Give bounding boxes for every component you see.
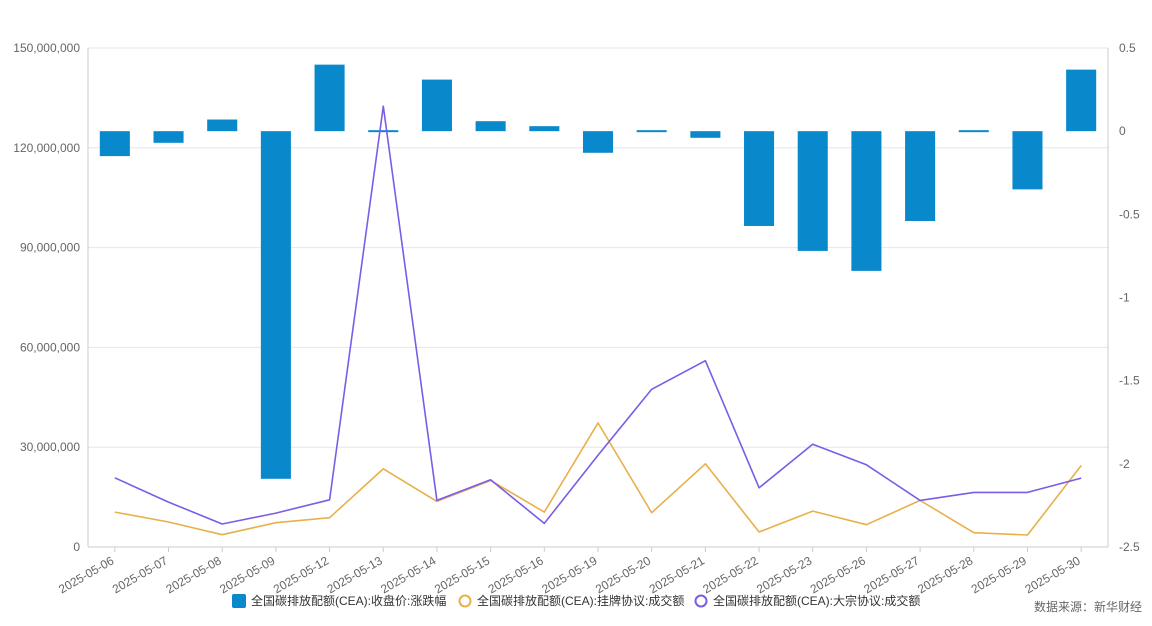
x-tick-label: 2025-05-30 (1022, 553, 1082, 596)
left-axis-tick-label: 150,000,000 (13, 41, 80, 55)
legend-swatch-line (460, 596, 471, 607)
bar-2025-05-21 (690, 131, 720, 138)
bar-2025-05-15 (476, 121, 506, 131)
series-line-2 (115, 106, 1081, 524)
bar-2025-05-19 (583, 131, 613, 153)
x-tick-label: 2025-05-21 (647, 553, 707, 596)
right-axis-tick-label: -0.5 (1119, 207, 1140, 221)
bar-2025-05-22 (744, 131, 774, 226)
right-axis-tick-label: -2 (1119, 457, 1130, 471)
bar-2025-05-09 (261, 131, 291, 479)
right-axis-tick-label: 0.5 (1119, 41, 1136, 55)
bar-2025-05-07 (153, 131, 183, 143)
right-axis-tick-label: -1.5 (1119, 374, 1140, 388)
legend-label: 全国碳排放配额(CEA):收盘价:涨跌幅 (251, 593, 446, 608)
x-tick-label: 2025-05-23 (754, 553, 814, 596)
x-tick-label: 2025-05-14 (378, 553, 438, 596)
x-tick-label: 2025-05-29 (969, 553, 1029, 596)
bar-2025-05-30 (1066, 70, 1096, 132)
left-axis-tick-label: 90,000,000 (20, 241, 80, 255)
bar-2025-05-27 (905, 131, 935, 221)
series-line-1 (115, 423, 1081, 535)
x-tick-label: 2025-05-06 (56, 553, 116, 596)
x-tick-label: 2025-05-27 (861, 553, 921, 596)
x-tick-label: 2025-05-12 (271, 553, 331, 596)
bar-2025-05-26 (851, 131, 881, 271)
bar-2025-05-06 (100, 131, 130, 156)
x-tick-label: 2025-05-22 (700, 553, 760, 596)
bar-2025-05-28 (959, 130, 989, 132)
bar-2025-05-13 (368, 130, 398, 132)
x-tick-label: 2025-05-13 (325, 553, 385, 596)
bar-2025-05-14 (422, 80, 452, 132)
left-axis-tick-label: 0 (73, 540, 80, 554)
legend-label: 全国碳排放配额(CEA):大宗协议:成交额 (713, 593, 920, 608)
x-tick-label: 2025-05-09 (217, 553, 277, 596)
bar-2025-05-29 (1012, 131, 1042, 189)
legend-label: 全国碳排放配额(CEA):挂牌协议:成交额 (477, 593, 684, 608)
x-tick-label: 2025-05-28 (915, 553, 975, 596)
x-tick-label: 2025-05-16 (486, 553, 546, 596)
bar-2025-05-08 (207, 120, 237, 132)
x-tick-label: 2025-05-15 (432, 553, 492, 596)
bar-2025-05-23 (798, 131, 828, 251)
x-tick-label: 2025-05-26 (808, 553, 868, 596)
x-tick-label: 2025-05-19 (539, 553, 599, 596)
source-note: 数据来源：新华财经 (1034, 598, 1142, 615)
right-axis-tick-label: -1 (1119, 291, 1130, 305)
bar-2025-05-20 (637, 130, 667, 132)
legend-swatch-bar (232, 594, 246, 608)
right-axis-tick-label: 0 (1119, 124, 1126, 138)
left-axis-tick-label: 120,000,000 (13, 141, 80, 155)
x-tick-label: 2025-05-20 (593, 553, 653, 596)
left-axis-tick-label: 60,000,000 (20, 340, 80, 354)
bar-2025-05-12 (315, 65, 345, 132)
left-axis-tick-label: 30,000,000 (20, 440, 80, 454)
right-axis-tick-label: -2.5 (1119, 540, 1140, 554)
legend-swatch-line (696, 596, 707, 607)
x-tick-label: 2025-05-07 (110, 553, 170, 596)
bar-2025-05-16 (529, 126, 559, 131)
x-tick-label: 2025-05-08 (164, 553, 224, 596)
